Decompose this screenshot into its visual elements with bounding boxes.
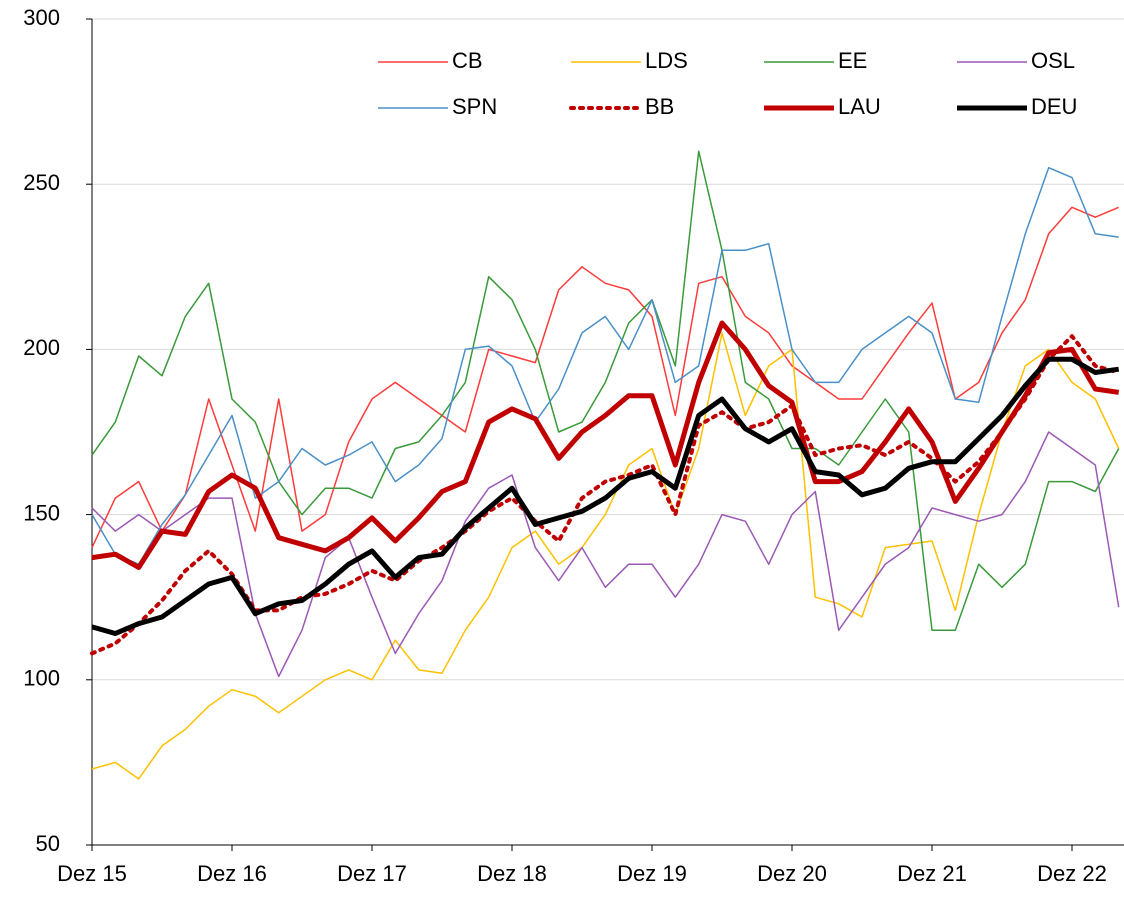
x-tick-label: Dez 17 — [337, 861, 407, 886]
y-tick-label: 50 — [36, 831, 60, 856]
legend-label: DEU — [1031, 94, 1077, 119]
legend-label: CB — [452, 48, 483, 73]
y-tick-label: 200 — [23, 335, 60, 360]
series-line — [91, 356, 1120, 636]
legend-label: EE — [838, 48, 867, 73]
x-tick-label: Dez 22 — [1037, 861, 1107, 886]
x-tick-label: Dez 21 — [897, 861, 967, 886]
x-tick-label: Dez 16 — [197, 861, 267, 886]
y-tick-label: 100 — [23, 666, 60, 691]
legend-label: OSL — [1031, 48, 1075, 73]
legend-label: BB — [645, 94, 674, 119]
x-tick-label: Dez 15 — [57, 861, 127, 886]
legend-label: LAU — [838, 94, 881, 119]
series-line — [91, 166, 1119, 565]
y-tick-label: 300 — [23, 5, 60, 30]
y-tick-label: 150 — [23, 500, 60, 525]
y-tick-label: 250 — [23, 170, 60, 195]
legend-label: LDS — [645, 48, 688, 73]
series-line — [91, 431, 1120, 678]
series-line — [91, 150, 1120, 631]
series-line — [91, 206, 1119, 548]
series-line — [91, 332, 1120, 780]
legend-label: SPN — [452, 94, 497, 119]
x-tick-label: Dez 18 — [477, 861, 547, 886]
x-tick-label: Dez 19 — [617, 861, 687, 886]
x-tick-label: Dez 20 — [757, 861, 827, 886]
series-line — [91, 320, 1120, 570]
